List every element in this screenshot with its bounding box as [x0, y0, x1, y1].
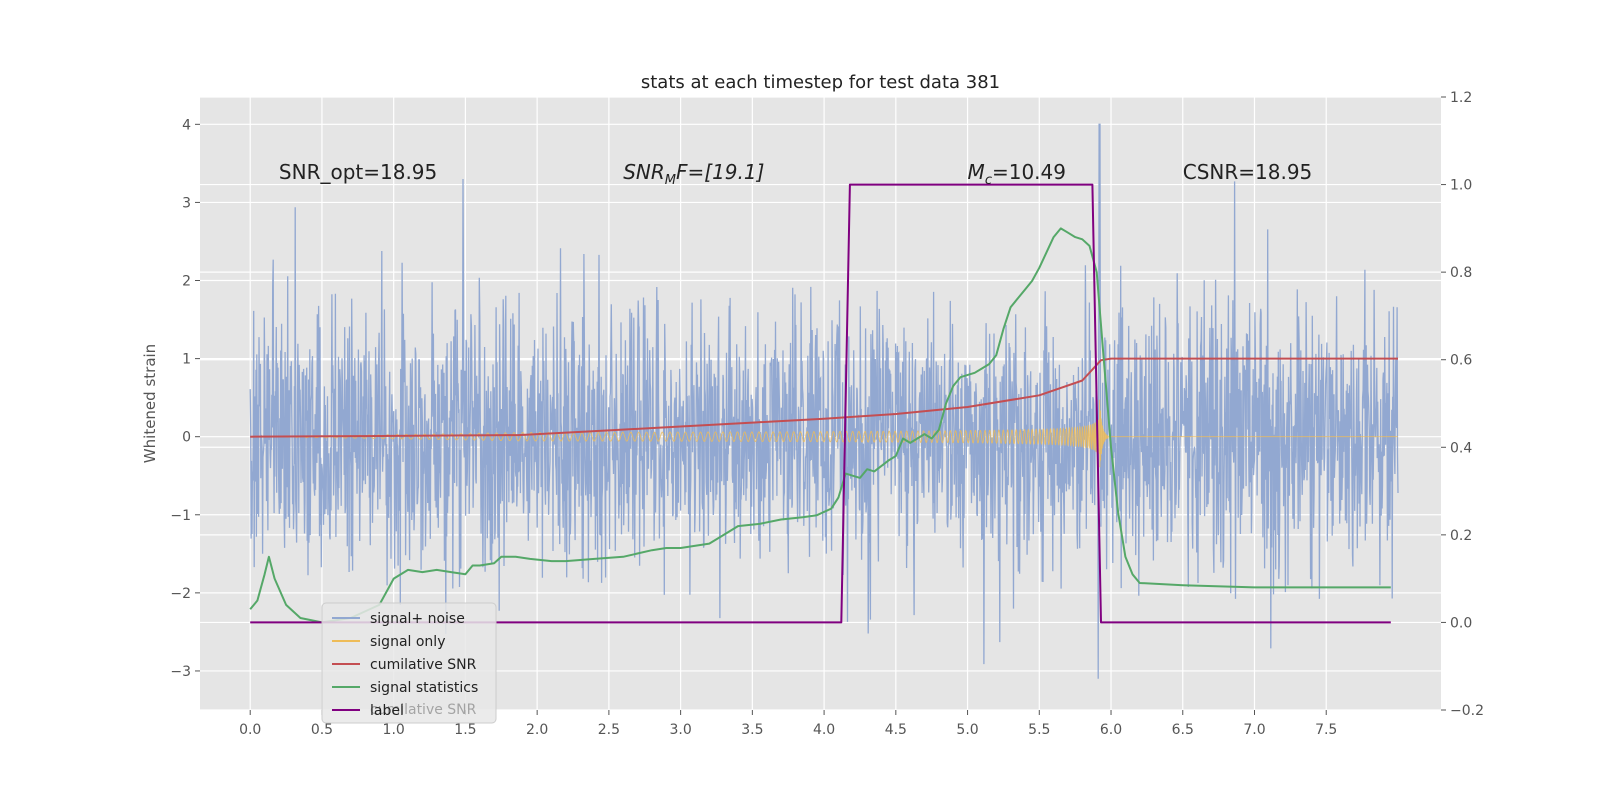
x-tick-label: 2.5	[598, 722, 620, 738]
legend-label: signal only	[370, 634, 445, 650]
annotation-1: SNRMF=[19.1]	[623, 160, 764, 188]
x-tick-label: 5.5	[1028, 722, 1050, 738]
x-tick-label: 6.5	[1172, 722, 1194, 738]
x-tick-label: 1.0	[383, 722, 405, 738]
legend-label: signal+ noise	[370, 611, 465, 627]
y2-tick-label: 0.6	[1450, 353, 1472, 369]
annotation-1-main: SNR	[623, 160, 665, 184]
y-tick-label: 1	[182, 352, 191, 368]
x-tick-label: 7.5	[1315, 722, 1337, 738]
y2-tick-label: 0.8	[1450, 265, 1472, 281]
x-tick-label: 3.5	[741, 722, 763, 738]
x-tick-label: 2.0	[526, 722, 548, 738]
series-signal-noise-line	[249, 123, 1399, 679]
annotation-2-sub: c	[985, 173, 992, 188]
x-tick-label: 0.5	[311, 722, 333, 738]
legend-obscured-text: cumilative SNR	[370, 702, 477, 718]
x-tick-label: 6.0	[1100, 722, 1122, 738]
y2-tick-label: 0.2	[1450, 528, 1472, 544]
y2-tick-label: 1.0	[1450, 178, 1472, 194]
y-tick-label: 0	[182, 430, 191, 446]
y2-tick-label: 0.0	[1450, 615, 1472, 631]
legend-label: cumilative SNR	[370, 657, 477, 673]
annotation-1-sub: M	[665, 173, 676, 188]
y2-tick-label: 1.2	[1450, 90, 1472, 106]
annotation-1-suffix: F=[19.1]	[676, 160, 764, 184]
annotation-2-suffix: =10.49	[992, 160, 1066, 184]
x-tick-label: 7.0	[1243, 722, 1265, 738]
y-tick-label: 3	[182, 195, 191, 211]
y2-tick-label: 0.4	[1450, 440, 1472, 456]
annotation-0: SNR_opt=18.95	[279, 160, 437, 184]
annotation-3: CSNR=18.95	[1183, 160, 1313, 184]
x-tick-label: 1.5	[454, 722, 476, 738]
annotation-2: Mc=10.49	[968, 160, 1066, 188]
y-tick-label: 4	[182, 117, 191, 133]
x-tick-label: 0.0	[239, 722, 261, 738]
y2-tick-label: −0.2	[1450, 703, 1484, 719]
series-cumulative-snr-line	[250, 357, 1398, 438]
x-tick-label: 3.0	[669, 722, 691, 738]
y-tick-label: −2	[170, 586, 191, 602]
y-tick-label: −1	[170, 508, 191, 524]
y-axis-title: Whitened strain	[141, 344, 159, 463]
y-tick-label: −3	[170, 664, 191, 680]
x-tick-label: 4.0	[813, 722, 835, 738]
legend-label: label	[370, 703, 404, 719]
legend-label: signal statistics	[370, 680, 478, 696]
annotation-2-main: M	[968, 160, 985, 184]
x-tick-label: 5.0	[956, 722, 978, 738]
legend-box	[321, 602, 497, 724]
chart-title: stats at each timestep for test data 381	[641, 72, 1000, 93]
x-tick-label: 4.5	[885, 722, 907, 738]
y-tick-label: 2	[182, 274, 191, 290]
series-label-line	[250, 183, 1391, 624]
series-signal-statistics-line	[249, 227, 1391, 624]
